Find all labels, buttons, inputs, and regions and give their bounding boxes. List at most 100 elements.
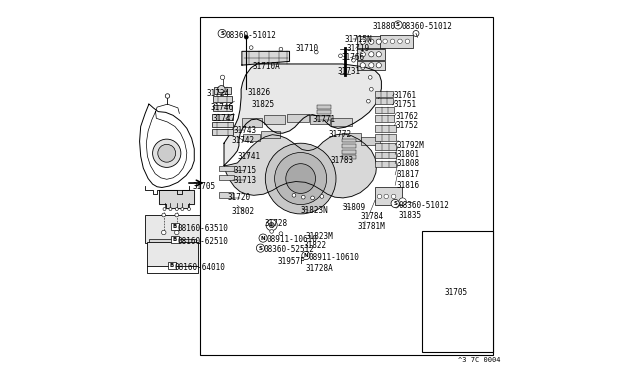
Bar (375, 187, 402, 205)
Bar (375, 161, 396, 167)
Bar (310, 115, 330, 124)
Bar (145, 215, 200, 243)
Bar (212, 129, 234, 135)
Text: 31720: 31720 (228, 193, 251, 202)
Text: 31817: 31817 (396, 170, 419, 179)
Circle shape (383, 39, 387, 44)
Circle shape (339, 54, 342, 58)
Bar (171, 236, 179, 243)
Text: 31784: 31784 (360, 212, 383, 221)
Bar (261, 131, 280, 138)
Text: S: S (220, 31, 224, 36)
Bar (331, 118, 351, 126)
Bar (213, 96, 232, 102)
Circle shape (279, 232, 283, 235)
Circle shape (360, 39, 365, 44)
Text: B: B (170, 263, 174, 268)
Text: S: S (393, 201, 397, 206)
Bar (212, 114, 232, 120)
Text: 31826: 31826 (248, 88, 271, 97)
Bar (342, 150, 356, 154)
Circle shape (175, 208, 179, 211)
Circle shape (161, 230, 166, 235)
Text: 31781M: 31781M (357, 222, 385, 231)
Bar (317, 105, 331, 109)
Circle shape (181, 208, 184, 211)
Text: 31705: 31705 (445, 288, 468, 296)
Circle shape (360, 52, 365, 57)
Circle shape (266, 143, 336, 214)
Text: B: B (173, 224, 177, 230)
Polygon shape (224, 64, 381, 166)
Text: 31743: 31743 (234, 126, 257, 135)
Polygon shape (242, 51, 289, 65)
Bar (422, 231, 493, 352)
Circle shape (286, 164, 316, 193)
Text: 08911-10610: 08911-10610 (309, 253, 360, 262)
Bar (342, 144, 356, 148)
Circle shape (369, 87, 373, 91)
Text: 31710A: 31710A (252, 62, 280, 71)
Bar (380, 35, 413, 48)
Circle shape (376, 39, 381, 44)
Circle shape (369, 76, 372, 79)
Circle shape (158, 144, 175, 162)
Circle shape (394, 203, 399, 208)
Circle shape (394, 21, 402, 29)
Circle shape (397, 39, 402, 44)
Circle shape (314, 50, 318, 54)
Circle shape (360, 62, 365, 68)
Text: 31719: 31719 (347, 44, 370, 53)
Text: 31761: 31761 (394, 92, 417, 100)
Text: 31705: 31705 (193, 182, 216, 191)
Text: 31808: 31808 (396, 159, 419, 168)
Text: 31822: 31822 (303, 241, 326, 250)
Circle shape (218, 86, 225, 93)
Text: 31823M: 31823M (306, 232, 333, 241)
Bar (357, 49, 385, 60)
Text: 31710: 31710 (296, 44, 319, 53)
Text: 31816: 31816 (396, 181, 419, 190)
Text: N: N (260, 235, 266, 241)
Text: S: S (396, 22, 400, 28)
Circle shape (220, 75, 225, 80)
Text: 31747: 31747 (212, 114, 236, 123)
Text: 08360-51012: 08360-51012 (398, 201, 449, 210)
Bar (357, 61, 385, 70)
Bar (375, 98, 393, 104)
Bar (342, 155, 356, 159)
Text: 31802: 31802 (232, 207, 255, 216)
Text: 08360-52512: 08360-52512 (264, 246, 314, 254)
Bar (212, 122, 233, 127)
Text: 31792M: 31792M (396, 141, 424, 150)
Text: 31825: 31825 (251, 100, 275, 109)
Circle shape (270, 230, 273, 233)
Bar (200, 17, 493, 355)
Circle shape (376, 52, 381, 57)
Text: 31731: 31731 (338, 67, 361, 76)
Text: 08160-63510: 08160-63510 (178, 224, 228, 233)
Circle shape (405, 39, 410, 44)
Text: 31957F: 31957F (277, 257, 305, 266)
Text: 31746: 31746 (211, 103, 234, 112)
Bar (342, 139, 356, 142)
Bar (375, 115, 394, 122)
Circle shape (292, 193, 296, 197)
Circle shape (361, 66, 365, 70)
Bar (243, 134, 260, 141)
Bar (357, 36, 385, 48)
Circle shape (320, 195, 324, 198)
Bar (361, 137, 380, 145)
Circle shape (175, 230, 179, 235)
Circle shape (250, 46, 253, 49)
Bar (168, 262, 176, 269)
Circle shape (169, 208, 172, 211)
Bar (219, 166, 234, 171)
Bar (317, 110, 331, 114)
Bar (375, 107, 394, 113)
Circle shape (175, 213, 179, 217)
Circle shape (244, 35, 248, 39)
Circle shape (367, 99, 370, 103)
Circle shape (378, 194, 381, 199)
Circle shape (302, 251, 310, 260)
